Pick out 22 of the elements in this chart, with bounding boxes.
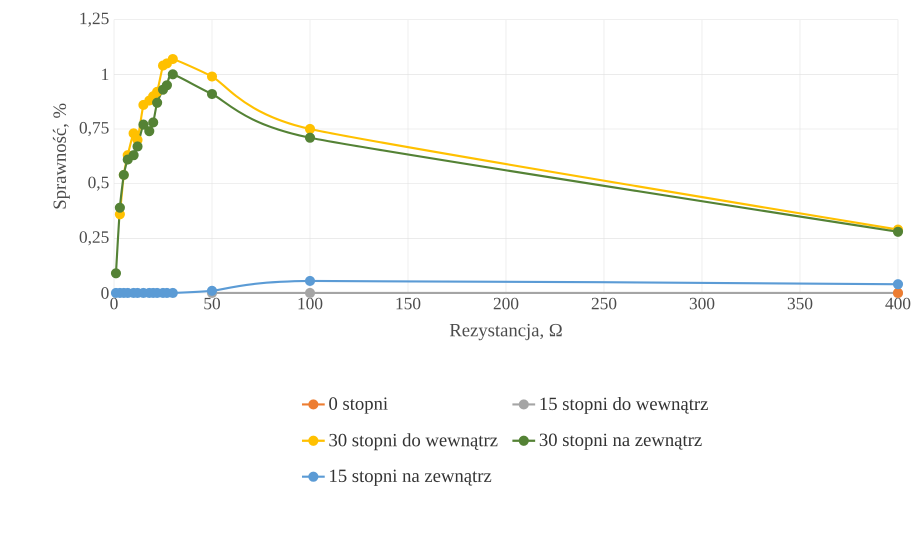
x-tick-label: 350 — [788, 298, 812, 310]
y-tick-label: 0,25 — [80, 231, 109, 246]
legend-label: 15 stopni do wewnątrz — [540, 396, 708, 414]
x-tick-label: 50 — [204, 298, 220, 310]
y-tick-label: 1,25 — [80, 12, 109, 27]
legend-label: 15 stopni na zewnątrz — [330, 470, 492, 486]
x-tick-label: 300 — [690, 298, 714, 310]
y-tick-label: 1 — [102, 68, 108, 80]
y-tick-label: 0,5 — [88, 176, 109, 191]
legend-label: 30 stopni do wewnątrz — [329, 433, 498, 450]
x-tick-label: 250 — [592, 298, 616, 310]
x-tick-label: 0 — [110, 298, 118, 310]
x-axis-title: Rezystancja, Ω — [450, 324, 562, 340]
y-tick-label: 0 — [101, 287, 109, 299]
x-tick-label: 100 — [298, 298, 322, 310]
legend-label: 0 stopni — [329, 397, 388, 414]
y-tick-label: 0,75 — [80, 122, 109, 136]
x-tick-label: 200 — [494, 298, 518, 310]
x-tick-label: 400 — [885, 298, 910, 310]
legend-label: 30 stopni na zewnątrz — [540, 434, 702, 450]
y-axis-title: Sprawność, % — [52, 104, 70, 208]
x-tick-label: 150 — [396, 298, 420, 310]
